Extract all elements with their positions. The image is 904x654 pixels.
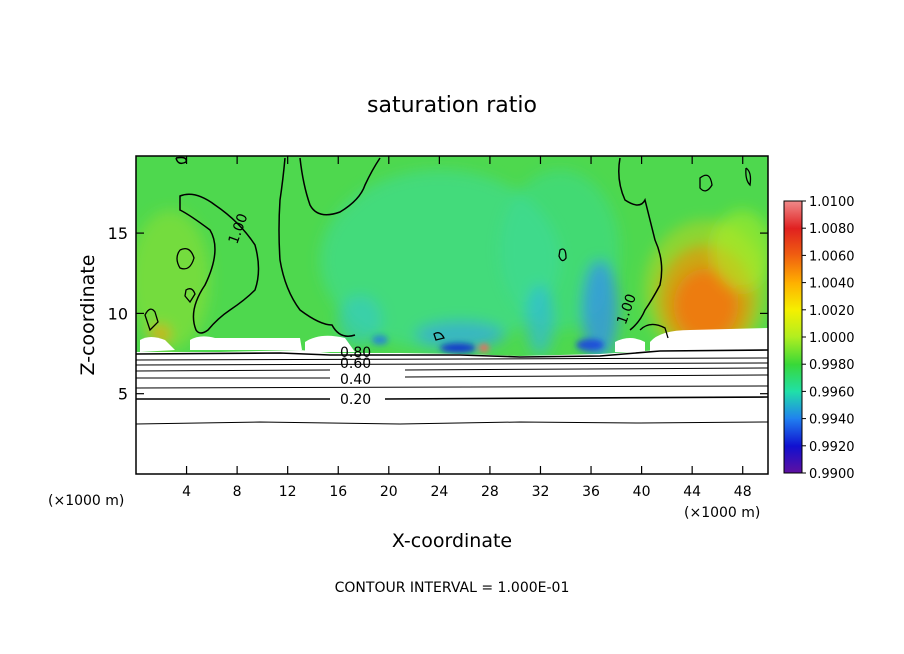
colorbar-label: 1.0000 bbox=[809, 331, 855, 346]
colorbar-label: 1.0020 bbox=[809, 304, 855, 319]
colorbar-label: 1.0100 bbox=[809, 195, 855, 210]
y-tick-label: 10 bbox=[108, 304, 128, 323]
x-axis-label: X-coordinate bbox=[392, 530, 512, 552]
colorbar: 1.0100 1.0080 1.0060 1.0040 1.0020 1.0000 0.99… bbox=[783, 195, 855, 482]
x-tick-label: 28 bbox=[481, 484, 499, 500]
colorbar-segment bbox=[784, 201, 802, 229]
colorbar-label: 1.0080 bbox=[809, 222, 855, 237]
heatmap-field bbox=[136, 156, 768, 474]
contour-label-3: 0.80 bbox=[340, 345, 371, 361]
x-tick-label: 24 bbox=[430, 484, 448, 500]
x-unit-right: (×1000 m) bbox=[684, 505, 760, 521]
colorbar-label: 0.9980 bbox=[809, 358, 855, 373]
x-tick-label: 4 bbox=[182, 484, 191, 500]
x-tick-label: 12 bbox=[279, 484, 297, 500]
colorbar-label: 0.9900 bbox=[809, 467, 855, 482]
colorbar-label: 0.9940 bbox=[809, 413, 855, 428]
plot-frame bbox=[135, 155, 769, 475]
colorbar-label: 0.9920 bbox=[809, 440, 855, 455]
x-tick-label: 48 bbox=[734, 484, 752, 500]
x-tick-label: 40 bbox=[633, 484, 651, 500]
y-axis-ticks: 5 10 15 bbox=[108, 224, 768, 404]
colorbar-label: 1.0040 bbox=[809, 277, 855, 292]
colorbar-segment bbox=[784, 391, 802, 420]
x-tick-label: 36 bbox=[582, 484, 600, 500]
colorbar-segment bbox=[784, 418, 802, 447]
x-tick-label: 8 bbox=[233, 484, 242, 500]
contour-label-5: 0.40 bbox=[340, 372, 371, 388]
x-unit-left: (×1000 m) bbox=[48, 493, 124, 509]
contour-label-4: 0.60 bbox=[340, 356, 371, 372]
colorbar-segment bbox=[784, 228, 802, 256]
x-axis-ticks: 4 8 12 16 20 24 28 32 36 40 44 48 bbox=[182, 156, 752, 500]
colorbar-segment bbox=[784, 445, 802, 474]
colorbar-label: 1.0060 bbox=[809, 249, 855, 264]
colorbar-segment bbox=[784, 282, 802, 311]
colorbar-label: 0.9960 bbox=[809, 385, 855, 400]
contour-interval-note: CONTOUR INTERVAL = 1.000E-01 bbox=[335, 580, 570, 596]
contour-label-6: 0.20 bbox=[340, 392, 371, 408]
chart-title: saturation ratio bbox=[367, 93, 537, 118]
x-tick-label: 16 bbox=[329, 484, 347, 500]
colorbar-segment bbox=[784, 309, 802, 338]
colorbar-segment bbox=[784, 364, 802, 392]
y-tick-label: 5 bbox=[118, 385, 128, 404]
colorbar-segment bbox=[784, 255, 802, 284]
y-axis-label: Z-coordinate bbox=[77, 255, 99, 376]
x-tick-label: 44 bbox=[683, 484, 701, 500]
x-tick-label: 32 bbox=[532, 484, 550, 500]
colorbar-segment bbox=[784, 337, 802, 365]
contour-lines bbox=[136, 156, 768, 425]
y-tick-label: 15 bbox=[108, 224, 128, 243]
x-tick-label: 20 bbox=[380, 484, 398, 500]
